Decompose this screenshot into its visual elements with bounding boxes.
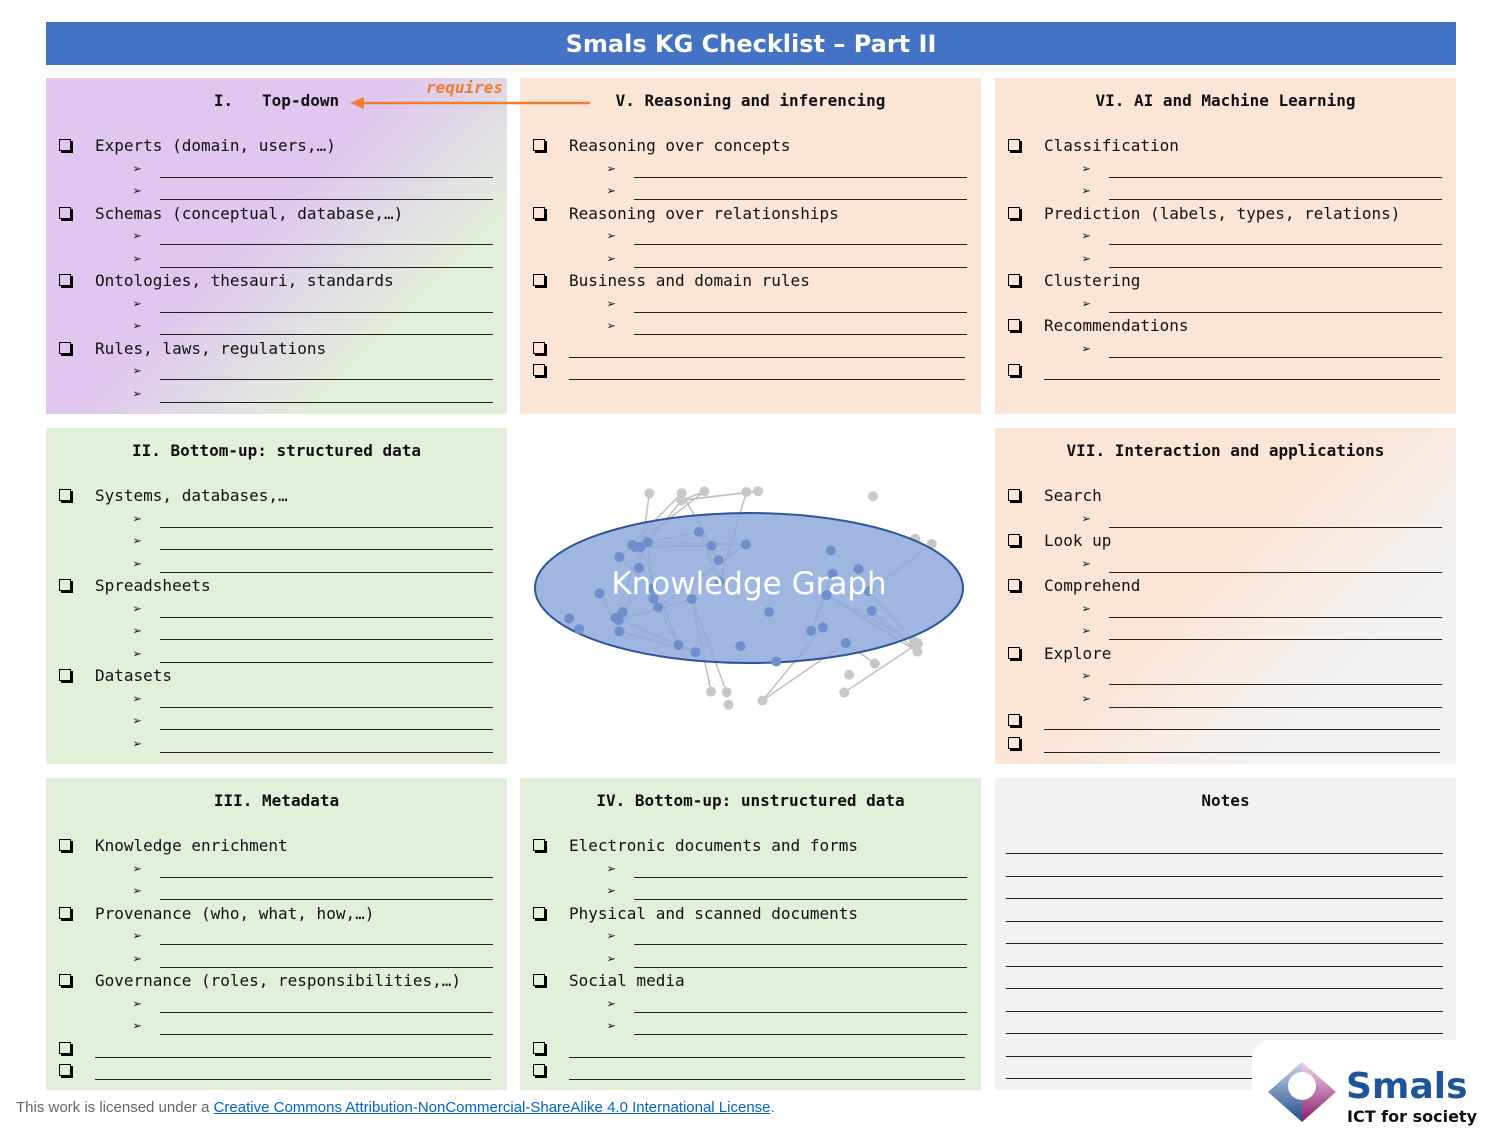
svg-text:ICT for society: ICT for society: [1347, 1107, 1478, 1126]
license-suffix: .: [771, 1099, 775, 1116]
knowledge-graph-label: Knowledge Graph: [535, 566, 963, 602]
license-link[interactable]: Creative Commons Attribution-NonCommerci…: [214, 1099, 771, 1116]
license-footer: This work is licensed under a Creative C…: [16, 1099, 775, 1116]
license-prefix: This work is licensed under a: [16, 1099, 214, 1116]
svg-text:Smals: Smals: [1346, 1066, 1468, 1107]
requires-label: requires: [426, 78, 503, 97]
smals-logo: Smals ICT for society: [1252, 1040, 1502, 1129]
